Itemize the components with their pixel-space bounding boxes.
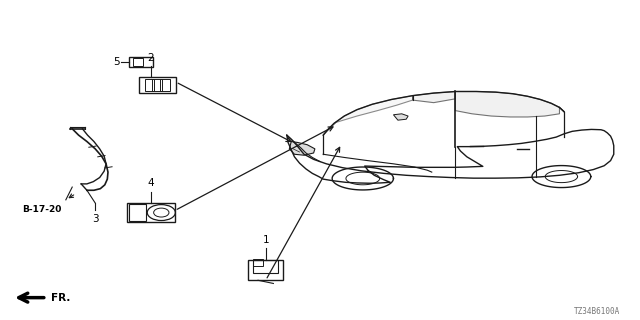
Bar bbox=[129, 204, 146, 221]
Polygon shape bbox=[413, 92, 456, 103]
Bar bbox=[253, 260, 263, 266]
Polygon shape bbox=[456, 92, 559, 117]
Text: 3: 3 bbox=[92, 213, 99, 224]
Bar bbox=[145, 79, 154, 91]
Bar bbox=[152, 79, 162, 91]
Text: 2: 2 bbox=[147, 53, 154, 63]
Bar bbox=[160, 79, 170, 91]
Text: 5: 5 bbox=[113, 57, 120, 67]
Bar bbox=[129, 57, 154, 67]
Text: FR.: FR. bbox=[51, 293, 70, 303]
Bar bbox=[253, 260, 278, 274]
Bar bbox=[139, 77, 175, 93]
Polygon shape bbox=[394, 114, 408, 120]
Text: B-17-20: B-17-20 bbox=[22, 205, 62, 214]
Polygon shape bbox=[289, 141, 315, 155]
Bar bbox=[127, 203, 175, 222]
Text: 4: 4 bbox=[147, 178, 154, 188]
Text: 1: 1 bbox=[262, 235, 269, 245]
Text: TZ34B6100A: TZ34B6100A bbox=[574, 307, 620, 316]
Polygon shape bbox=[323, 96, 413, 135]
Bar bbox=[248, 260, 284, 280]
Bar bbox=[132, 58, 143, 66]
